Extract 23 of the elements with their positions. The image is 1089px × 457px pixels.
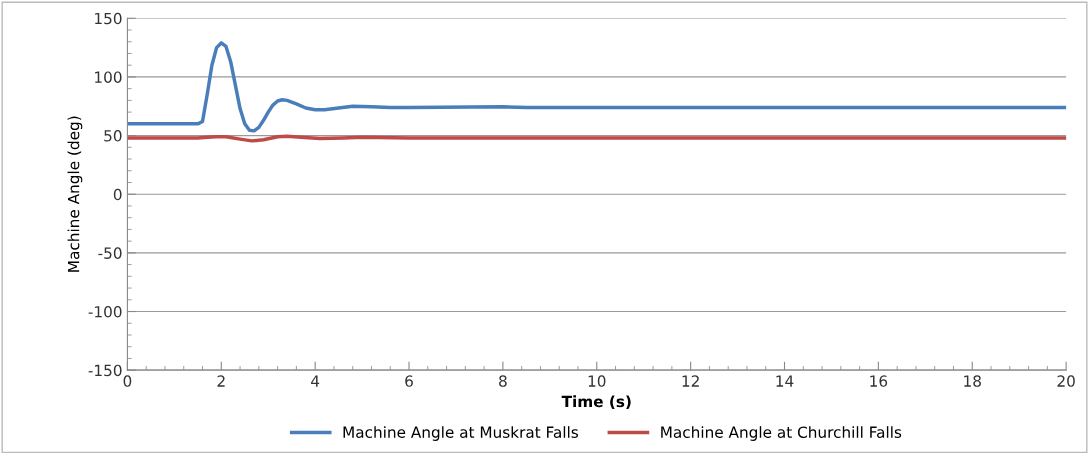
legend-label: Machine Angle at Muskrat Falls <box>343 426 579 441</box>
y-tick-label: 150 <box>95 12 122 25</box>
x-tick-label: 10 <box>588 375 606 387</box>
line-series <box>127 41 1067 133</box>
y-tick-label: 0 <box>113 188 122 201</box>
y-tick-label: -50 <box>98 247 122 259</box>
y-tick-label: 50 <box>104 130 122 142</box>
x-tick-label: 6 <box>405 375 413 387</box>
legend-label: Machine Angle at Churchill Falls <box>661 426 902 441</box>
x-tick-label: 20 <box>1057 375 1075 387</box>
y-axis-title: Machine Angle (deg) <box>67 116 83 272</box>
x-axis-title: Time (s) <box>561 395 631 409</box>
x-tick-label: 8 <box>499 375 507 387</box>
x-tick-label: 0 <box>123 375 132 387</box>
x-tick-label: 2 <box>217 375 225 387</box>
x-tick-label: 14 <box>776 375 794 387</box>
x-tick-label: 16 <box>870 375 888 387</box>
x-tick-label: 18 <box>964 375 981 387</box>
x-tick-label: 12 <box>682 375 699 387</box>
y-tick-label: 100 <box>95 71 122 83</box>
y-tick-label: -100 <box>88 305 122 318</box>
x-tick-label: 4 <box>311 375 320 387</box>
y-tick-label: -150 <box>88 364 122 377</box>
